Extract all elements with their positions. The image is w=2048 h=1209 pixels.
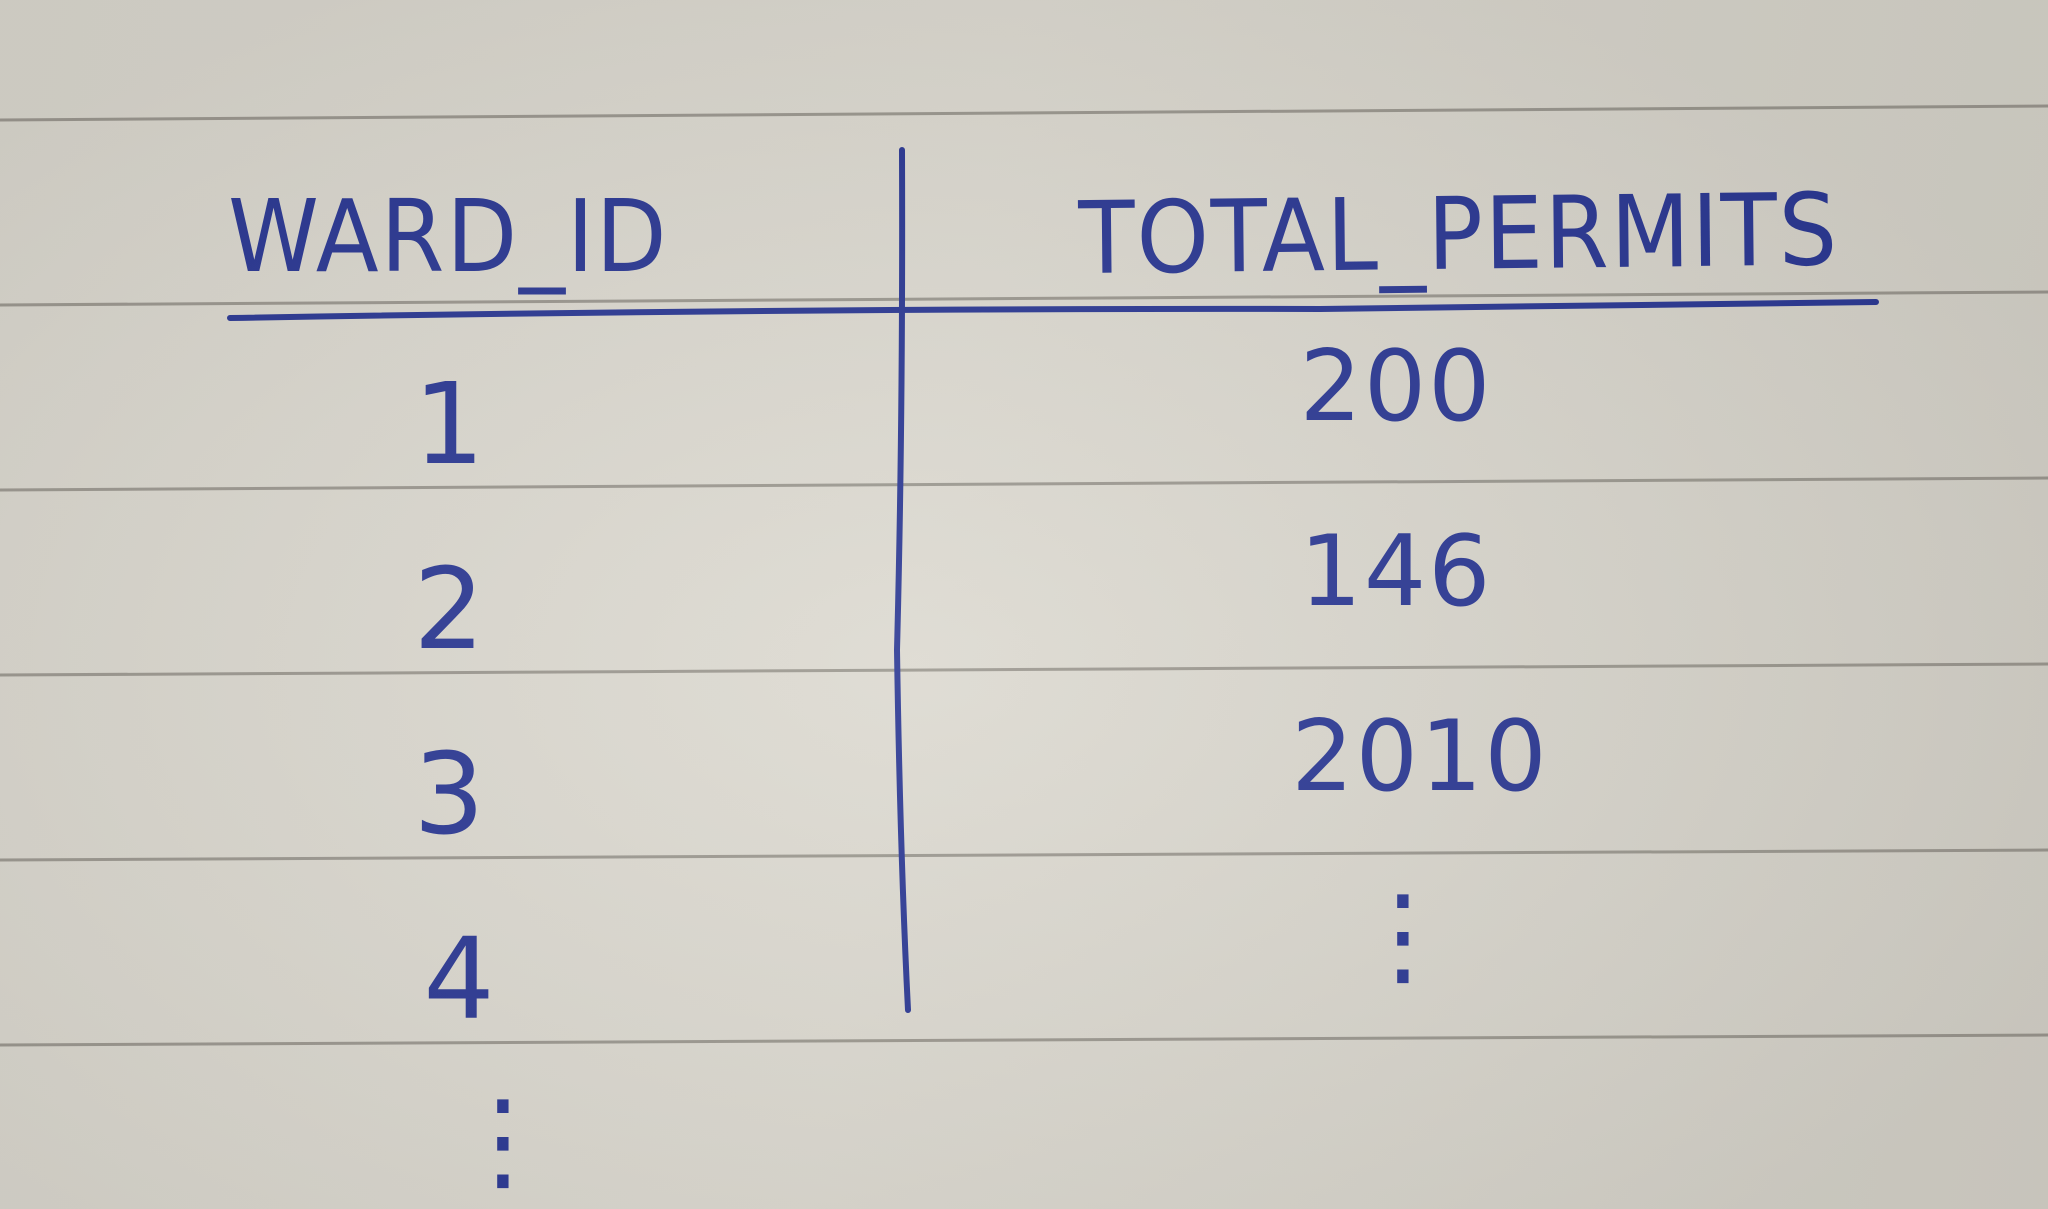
continuation-dots-permits: ⋮ xyxy=(1348,871,1458,999)
header-ward-id: WARD_ID xyxy=(228,178,669,295)
ruled-line xyxy=(0,104,2048,122)
header-total-permits: TOTAL_PERMITS xyxy=(1078,171,1840,297)
cell-ward-id: 1 xyxy=(413,360,487,490)
continuation-dots-ward: ⋮ xyxy=(448,1076,558,1204)
cell-ward-id: 3 xyxy=(413,730,487,860)
cell-ward-id: 4 xyxy=(423,915,497,1045)
cell-ward-id: 2 xyxy=(413,545,487,675)
cell-total-permits: 2010 xyxy=(1291,700,1549,814)
cell-total-permits: 200 xyxy=(1299,330,1493,444)
ruled-line xyxy=(0,1033,2048,1047)
header-underline xyxy=(227,299,1879,321)
cell-total-permits: 146 xyxy=(1299,515,1493,629)
ruled-line xyxy=(0,662,2048,677)
ruled-line xyxy=(0,476,2048,492)
column-divider xyxy=(893,147,911,1013)
ruled-line xyxy=(0,848,2048,862)
ruled-line xyxy=(0,290,2048,307)
